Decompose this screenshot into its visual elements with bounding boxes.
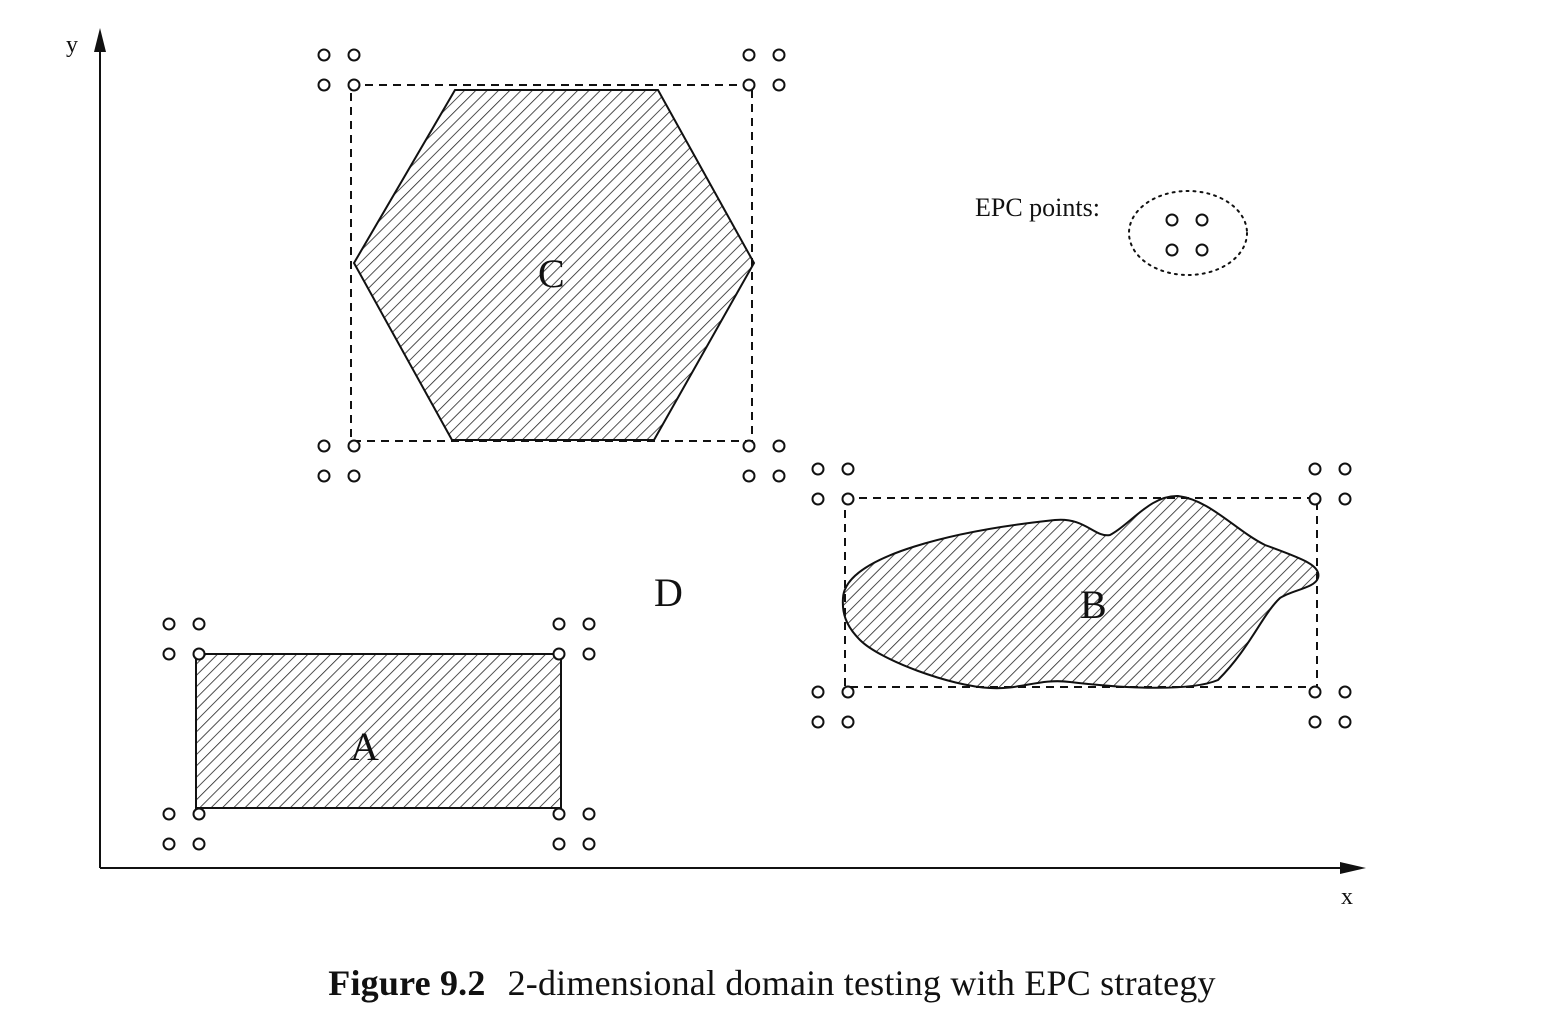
- domain-a-top-left-epc-point-2: [192, 617, 206, 631]
- domain-c-bottom-right-epc-point-4: [772, 469, 786, 483]
- domain-b-bottom-right-epc: [1308, 685, 1352, 729]
- y-axis-label: y: [66, 32, 78, 58]
- domain-b-bottom-right-epc-point-2: [1338, 685, 1352, 699]
- domain-b-bottom-left-epc-point-3: [811, 715, 825, 729]
- domain-c-top-right-epc-point-3: [742, 78, 756, 92]
- domain-c-bottom-right-epc-point-2: [772, 439, 786, 453]
- domain-a-bottom-left-epc: [162, 807, 206, 851]
- x-axis-label: x: [1341, 884, 1353, 910]
- domain-c-bottom-left-epc-point-3: [317, 469, 331, 483]
- domain-b-bottom-right-epc-point-3: [1308, 715, 1322, 729]
- domain-b-bottom-left-epc-point-2: [841, 685, 855, 699]
- domain-a-top-right-epc-point-3: [552, 647, 566, 661]
- domain-a-top-right-epc-point-1: [552, 617, 566, 631]
- domain-d-label: D: [654, 570, 683, 615]
- epc-legend-point-3: [1165, 243, 1179, 257]
- domain-c-bottom-right-epc-point-1: [742, 439, 756, 453]
- epc-legend: EPC points:: [975, 190, 1248, 276]
- caption-number: Figure 9.2: [328, 963, 486, 1003]
- domain-a-top-left-epc-point-4: [192, 647, 206, 661]
- domain-b-bottom-left-epc-point-4: [841, 715, 855, 729]
- epc-legend-point-2: [1195, 213, 1209, 227]
- domain-a-label: A: [350, 724, 379, 769]
- domain-a-top-right-epc: [552, 617, 596, 661]
- domain-c-top-left-epc: [317, 48, 361, 92]
- domain-b-top-left-epc-point-3: [811, 492, 825, 506]
- domain-a-bottom-right-epc-point-1: [552, 807, 566, 821]
- epc-legend-point-4: [1195, 243, 1209, 257]
- domain-a-top-left-epc: [162, 617, 206, 661]
- domain-c-top-left-epc-point-2: [347, 48, 361, 62]
- domain-c: C: [350, 84, 756, 442]
- domain-c-bottom-left-epc-point-4: [347, 469, 361, 483]
- domain-b-top-left-epc-point-4: [841, 492, 855, 506]
- domain-b-bounding-box: [844, 497, 1318, 688]
- domain-a: A: [195, 653, 562, 809]
- epc-legend-point-1: [1165, 213, 1179, 227]
- domain-a-bottom-left-epc-point-1: [162, 807, 176, 821]
- domain-a-bottom-left-epc-point-2: [192, 807, 206, 821]
- domain-a-bottom-right-epc: [552, 807, 596, 851]
- domain-c-top-right-epc-point-2: [772, 48, 786, 62]
- domain-a-top-left-epc-point-3: [162, 647, 176, 661]
- domain-b-bottom-left-epc-point-1: [811, 685, 825, 699]
- domain-c-top-right-epc: [742, 48, 786, 92]
- epc-points: [162, 48, 1352, 851]
- domain-diagram: y x C A B D EPC points:: [66, 28, 1366, 910]
- epc-legend-text: EPC points:: [975, 193, 1100, 222]
- domain-b-bottom-right-epc-point-4: [1338, 715, 1352, 729]
- epc-legend-ellipse: [1128, 190, 1248, 276]
- domain-b-top-left-epc: [811, 462, 855, 506]
- domain-a-rectangle: [195, 653, 562, 809]
- domain-b-top-right-epc-point-2: [1338, 462, 1352, 476]
- domain-b-top-right-epc-point-4: [1338, 492, 1352, 506]
- domain-b: B: [841, 494, 1320, 690]
- domain-b-top-left-epc-point-1: [811, 462, 825, 476]
- domain-c-top-left-epc-point-4: [347, 78, 361, 92]
- domain-a-bottom-right-epc-point-2: [582, 807, 596, 821]
- domain-b-bottom-right-epc-point-1: [1308, 685, 1322, 699]
- domain-c-top-left-epc-point-3: [317, 78, 331, 92]
- domain-c-top-left-epc-point-1: [317, 48, 331, 62]
- domain-b-top-right-epc: [1308, 462, 1352, 506]
- domain-c-bottom-left-epc-point-1: [317, 439, 331, 453]
- domain-b-top-right-epc-point-1: [1308, 462, 1322, 476]
- domain-a-bottom-left-epc-point-4: [192, 837, 206, 851]
- domain-a-top-right-epc-point-4: [582, 647, 596, 661]
- domain-c-top-right-epc-point-4: [772, 78, 786, 92]
- caption-text: 2-dimensional domain testing with EPC st…: [507, 963, 1216, 1003]
- domain-c-bottom-left-epc-point-2: [347, 439, 361, 453]
- domain-c-hexagon: [352, 89, 756, 441]
- domain-c-label: C: [538, 251, 565, 296]
- domain-b-blob: [841, 494, 1320, 690]
- y-axis-arrowhead: [94, 28, 106, 52]
- domain-b-bottom-left-epc: [811, 685, 855, 729]
- domain-c-top-right-epc-point-1: [742, 48, 756, 62]
- x-axis-arrowhead: [1340, 862, 1366, 874]
- domain-b-top-right-epc-point-3: [1308, 492, 1322, 506]
- domain-c-bottom-right-epc-point-3: [742, 469, 756, 483]
- domain-a-bottom-right-epc-point-3: [552, 837, 566, 851]
- domain-a-bottom-right-epc-point-4: [582, 837, 596, 851]
- domain-a-bottom-left-epc-point-3: [162, 837, 176, 851]
- figure-caption: Figure 9.2 2-dimensional domain testing w…: [0, 962, 1544, 1004]
- domain-b-top-left-epc-point-2: [841, 462, 855, 476]
- domain-a-top-left-epc-point-1: [162, 617, 176, 631]
- axes: y x: [66, 28, 1366, 910]
- domain-c-bottom-right-epc: [742, 439, 786, 483]
- epc-legend-points: [1165, 213, 1209, 257]
- domain-c-bottom-left-epc: [317, 439, 361, 483]
- domain-a-top-right-epc-point-2: [582, 617, 596, 631]
- domain-b-label: B: [1080, 582, 1107, 627]
